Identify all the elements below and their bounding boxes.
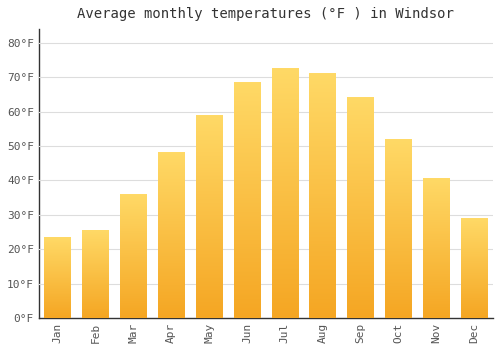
Title: Average monthly temperatures (°F ) in Windsor: Average monthly temperatures (°F ) in Wi… xyxy=(78,7,454,21)
